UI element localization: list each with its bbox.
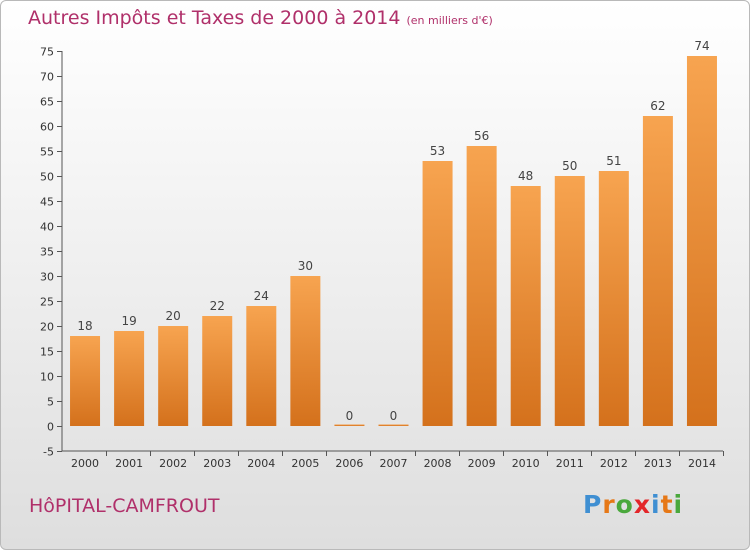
x-tick-label: 2006 (335, 457, 363, 470)
y-tick-label: 35 (40, 246, 54, 259)
bar (290, 276, 321, 426)
x-tick-label: 2008 (424, 457, 452, 470)
chart-unit-text: (en milliers d'€) (406, 14, 493, 27)
bar-value-label: 48 (518, 169, 533, 183)
bar-value-label: 62 (650, 99, 665, 113)
bar (554, 176, 585, 426)
y-tick-label: 40 (40, 221, 54, 234)
bar (642, 116, 673, 426)
y-tick-label: 50 (40, 171, 54, 184)
x-tick-label: 2010 (512, 457, 540, 470)
bar-value-label: 19 (121, 314, 136, 328)
bar-value-label: 56 (474, 129, 489, 143)
y-tick-label: 20 (40, 321, 54, 334)
logo-letter: t (660, 490, 674, 519)
bar (598, 171, 629, 426)
x-tick-label: 2001 (115, 457, 143, 470)
x-tick-label: 2007 (380, 457, 408, 470)
x-tick-label: 2005 (291, 457, 319, 470)
bar-value-label: 24 (254, 289, 269, 303)
x-tick-label: 2013 (644, 457, 672, 470)
bar (114, 331, 145, 426)
x-tick-label: 2011 (556, 457, 584, 470)
logo-letter: P (583, 490, 603, 519)
chart-title-text: Autres Impôts et Taxes de 2000 à 2014 (28, 7, 401, 29)
bar-value-label: 20 (166, 309, 181, 323)
bar-value-label: 18 (77, 319, 92, 333)
y-tick-label: 10 (40, 371, 54, 384)
bar (510, 186, 541, 426)
bar (686, 56, 717, 426)
y-tick-label: 70 (40, 71, 54, 84)
y-tick-label: 75 (40, 46, 54, 59)
y-tick-label: 15 (40, 346, 54, 359)
bar (378, 424, 409, 426)
y-tick-label: 60 (40, 121, 54, 134)
logo-letter: x (633, 490, 651, 519)
x-tick-label: 2012 (600, 457, 628, 470)
bar (466, 146, 497, 426)
bar (70, 336, 101, 426)
proxiti-logo[interactable]: Proxiti (583, 490, 683, 519)
y-tick-label: -5 (43, 446, 54, 459)
x-tick-label: 2014 (688, 457, 716, 470)
x-tick-label: 2000 (71, 457, 99, 470)
y-tick-label: 25 (40, 296, 54, 309)
bar-value-label: 30 (298, 259, 313, 273)
bar-value-label: 0 (390, 409, 398, 423)
logo-letter: i (673, 490, 684, 519)
logo-letter: o (615, 490, 634, 519)
bar-value-label: 22 (210, 299, 225, 313)
x-tick-label: 2002 (159, 457, 187, 470)
bar (246, 306, 277, 426)
y-tick-label: 65 (40, 96, 54, 109)
x-tick-label: 2009 (468, 457, 496, 470)
chart-title: Autres Impôts et Taxes de 2000 à 2014 (en… (28, 7, 493, 29)
bar (334, 424, 365, 426)
y-tick-label: 0 (47, 421, 54, 434)
bar-value-label: 51 (606, 154, 621, 168)
logo-letter: r (602, 490, 616, 519)
bar-value-label: 53 (430, 144, 445, 158)
commune-name: HôPITAL-CAMFROUT (29, 495, 220, 517)
y-tick-label: 55 (40, 146, 54, 159)
logo-letter: i (651, 490, 661, 519)
y-tick-label: 45 (40, 196, 54, 209)
x-tick-label: 2004 (247, 457, 275, 470)
x-tick-label: 2003 (203, 457, 231, 470)
y-tick-label: 5 (47, 396, 54, 409)
bar (202, 316, 233, 426)
y-tick-label: 30 (40, 271, 54, 284)
data-labels: 18 2000 19 2001 20 2002 22 2003 24 2004 30 2005 0 200… (71, 39, 716, 470)
bars (70, 56, 717, 426)
bar-value-label: 74 (694, 39, 709, 53)
bar (422, 161, 453, 426)
bar-value-label: 50 (562, 159, 577, 173)
bar-value-label: 0 (346, 409, 354, 423)
bar (158, 326, 189, 426)
